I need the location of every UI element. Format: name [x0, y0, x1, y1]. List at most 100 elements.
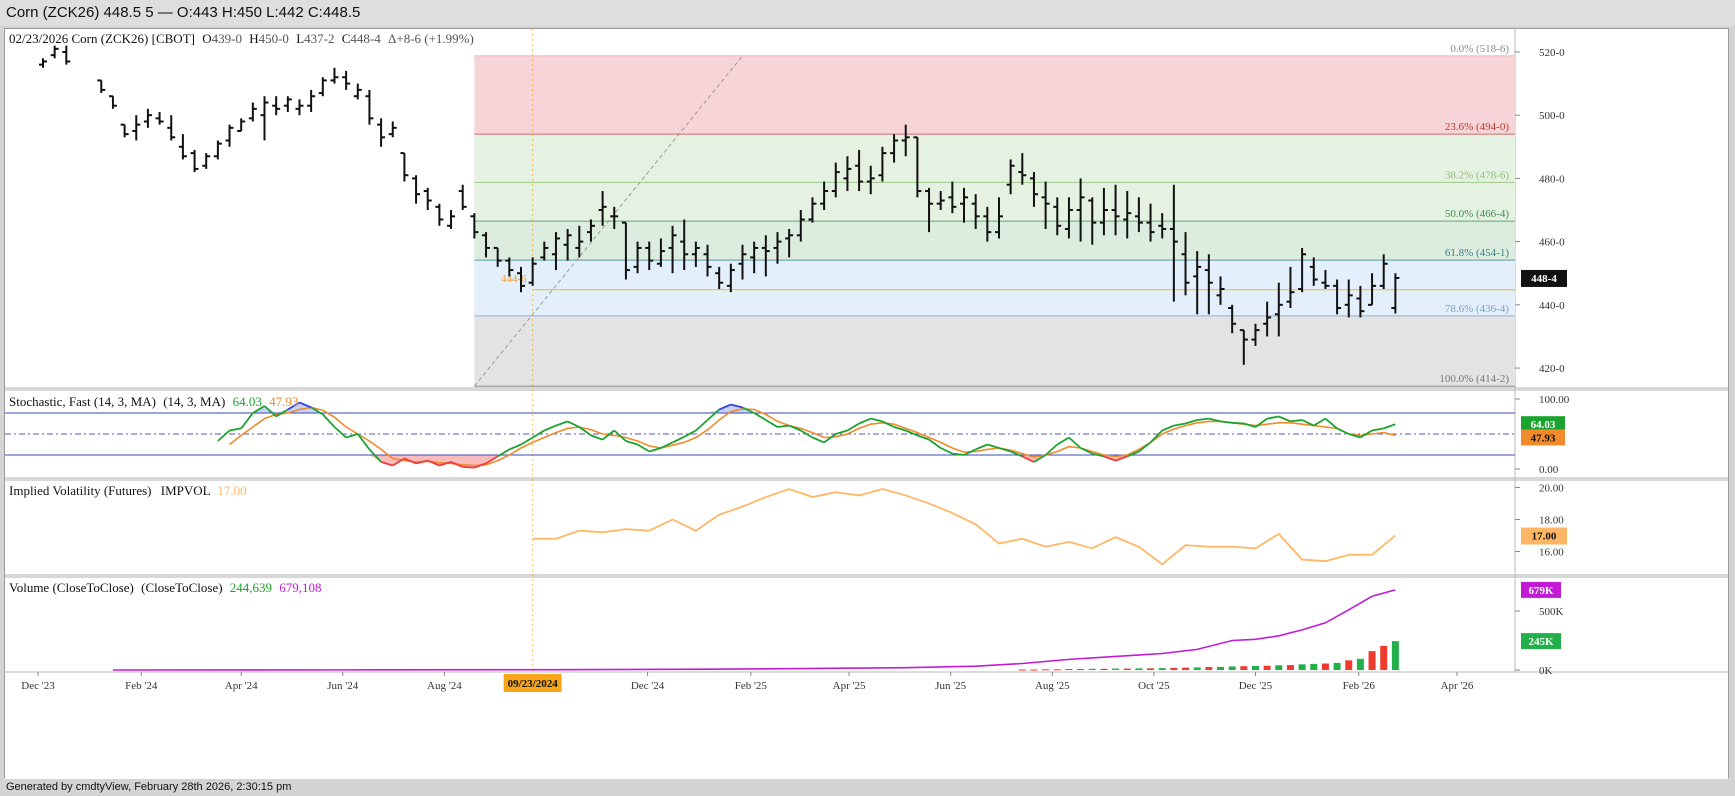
stoch-k-segment — [1220, 420, 1233, 424]
ohlc-bar — [202, 153, 211, 169]
stoch-k-segment — [660, 441, 673, 449]
impvol-series-label: IMPVOL — [161, 483, 211, 498]
fib-level-label: 38.2% (478-6) — [1445, 169, 1509, 181]
stoch-k-segment — [858, 417, 872, 425]
impvol-axis-label: 16.00 — [1539, 547, 1564, 559]
ohlc-bar — [691, 241, 700, 267]
volume-bar — [1065, 669, 1073, 671]
ohlc-bar — [1263, 301, 1272, 337]
stoch-k-segment — [765, 419, 778, 428]
footer-generated: Generated by cmdtyView, February 28th 20… — [0, 779, 1735, 796]
pane-separator — [5, 387, 1728, 391]
ohlc-bar — [925, 187, 934, 233]
volume-bar — [1053, 669, 1061, 671]
stoch-k-segment — [555, 420, 568, 427]
ohlc-bar — [1018, 153, 1027, 185]
time-axis-label: Feb '26 — [1343, 680, 1376, 692]
chart-canvas[interactable]: 0.0% (518-6) 23.6% (494-0) 38.2% (478-6) 50… — [5, 29, 1730, 779]
stoch-k-segment — [602, 429, 615, 441]
stoch-k-segment — [963, 448, 977, 456]
volume-ma-tag-label: 679K — [1528, 585, 1554, 597]
open-value: 439-0 — [212, 31, 242, 46]
low-label: L — [296, 31, 304, 46]
ohlc-bar — [1391, 273, 1400, 314]
stoch-k-segment — [1068, 436, 1082, 449]
stoch-k-segment — [742, 406, 755, 414]
stoch-k-segment — [730, 403, 743, 409]
ohlc-bar — [190, 149, 199, 173]
fib-level-label: 0.0% (518-6) — [1450, 43, 1509, 55]
stoch-k-segment — [532, 429, 545, 439]
ohlc-bar — [365, 89, 374, 125]
stoch-d-tag — [1521, 429, 1565, 446]
ohlc-bar — [785, 228, 794, 258]
volume-title: Volume (CloseToClose) — [9, 580, 134, 595]
stochastic-title: Stochastic, Fast (14, 3, MA) — [9, 394, 156, 409]
stoch-k-segment — [1080, 447, 1093, 455]
ohlc-bar — [575, 225, 584, 258]
ohlc-bar — [388, 121, 397, 138]
stoch-k-segment — [217, 429, 231, 442]
change-value: Δ+8-6 (+1.99%) — [388, 31, 474, 46]
time-axis-label: Apr '24 — [225, 680, 258, 692]
stoch-k-segment — [1149, 429, 1163, 444]
volume-bar — [1345, 660, 1353, 670]
time-axis-label: Aug '25 — [1035, 680, 1070, 692]
stoch-k-segment — [882, 420, 895, 428]
ohlc-bar — [272, 96, 281, 116]
ohlc-bar — [540, 241, 549, 261]
volume-tag-label: 245K — [1528, 636, 1554, 648]
volume-bar — [1100, 668, 1108, 670]
stoch-k-segment — [683, 429, 697, 438]
ohlc-bar — [342, 70, 351, 90]
fibonacci-retracement[interactable]: 0.0% (518-6) 23.6% (494-0) 38.2% (478-6) 50… — [473, 29, 1516, 672]
ohlc-bar — [913, 136, 922, 198]
ohlc-bar — [213, 140, 222, 160]
stoch-k-segment — [404, 457, 417, 465]
stoch-k-segment — [613, 429, 627, 442]
time-axis-label: Jun '24 — [327, 680, 359, 692]
volume-ma-tag — [1521, 581, 1561, 598]
ohlc-bar — [38, 58, 47, 68]
stoch-k-segment — [1243, 422, 1256, 428]
stoch-k-segment — [788, 424, 802, 432]
stoch-k-segment — [998, 447, 1011, 453]
ohlc-bar — [1146, 203, 1155, 242]
ohlc-bar — [283, 96, 292, 113]
stoch-k-segment — [753, 412, 767, 421]
fib-zone — [474, 55, 1516, 135]
volume-bar — [1298, 664, 1306, 670]
stoch-k-segment — [1348, 433, 1361, 439]
ohlc-bar — [820, 181, 829, 210]
volume-bar — [1251, 665, 1259, 670]
ohlc-bar — [260, 96, 269, 141]
volume-bar — [1077, 669, 1085, 671]
ohlc-bar — [750, 241, 759, 274]
ohlc-bar — [1251, 323, 1260, 346]
ohlc-bar — [120, 123, 129, 138]
fib-zone — [474, 182, 1516, 222]
last-price-label: 448-4 — [1531, 273, 1557, 285]
stoch-k-segment — [229, 427, 242, 432]
volume-bar — [1018, 669, 1026, 671]
stoch-k-segment — [1115, 455, 1128, 462]
volume-bar — [1158, 668, 1166, 670]
ohlc-bar — [62, 45, 71, 65]
high-label: H — [249, 31, 258, 46]
ohlc-bar — [1088, 197, 1097, 245]
ohlc-bar — [936, 191, 945, 210]
volume-bar — [1286, 665, 1294, 670]
stoch-axis-label: 100.00 — [1539, 394, 1570, 406]
ohlc-bar — [1029, 172, 1038, 207]
stoch-k-segment — [263, 405, 277, 418]
time-axis-label: Aug '24 — [427, 680, 462, 692]
stoch-k-segment — [1371, 427, 1384, 432]
ohlc-bar — [960, 187, 969, 223]
stoch-k-segment — [1383, 423, 1396, 430]
ohlc-bar — [248, 102, 257, 122]
stoch-k-segment — [928, 438, 942, 449]
stoch-k-segment — [812, 436, 825, 444]
time-axis-label: Dec '23 — [21, 680, 55, 692]
stoch-k-segment — [1045, 443, 1058, 456]
stoch-k-segment — [252, 405, 265, 414]
